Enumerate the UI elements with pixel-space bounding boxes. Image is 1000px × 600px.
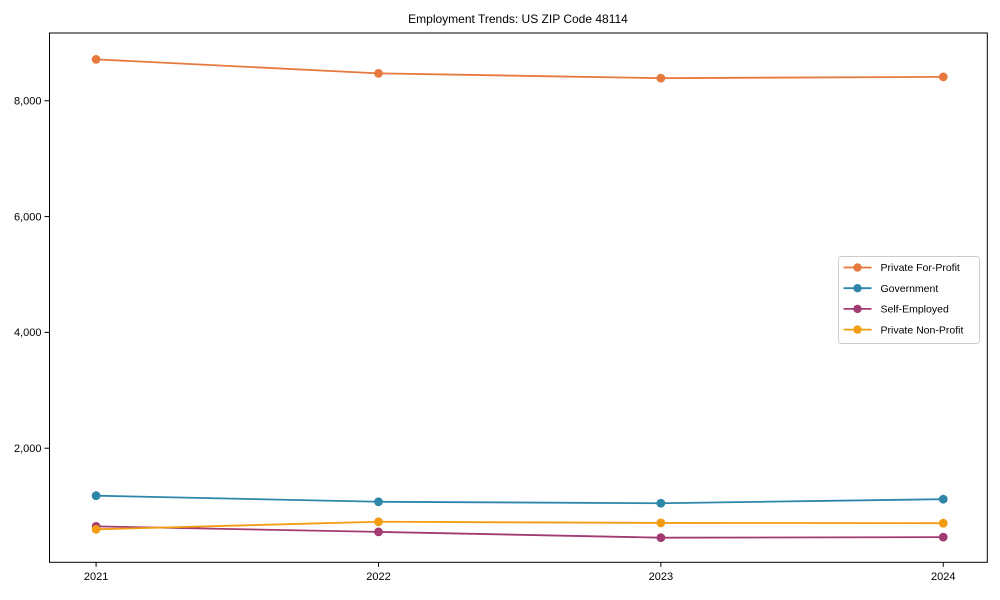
legend-item-private-non-profit: Private Non-Profit xyxy=(843,324,964,336)
y-tick-label: 6,000 xyxy=(14,211,42,223)
legend-label: Private For-Profit xyxy=(881,262,960,274)
data-point-private-for-profit xyxy=(91,54,101,64)
y-tick-label: 4,000 xyxy=(14,327,42,339)
legend-label: Government xyxy=(881,283,939,295)
data-point-self-employed xyxy=(656,533,666,543)
plot-area xyxy=(49,32,988,563)
legend: Private For-Profit Government Self-Employe… xyxy=(838,256,980,344)
x-tick-label: 2024 xyxy=(931,571,955,583)
y-tick-label: 2,000 xyxy=(14,443,42,455)
x-axis: 2021 2022 2023 2024 xyxy=(84,562,955,583)
legend-box xyxy=(838,256,980,344)
data-point-private-non-profit xyxy=(91,524,101,534)
data-point-private-for-profit xyxy=(374,68,383,78)
x-tick-label: 2022 xyxy=(366,571,390,583)
data-point-private-non-profit xyxy=(656,518,666,528)
legend-point-marker xyxy=(853,263,862,272)
legend-point-marker xyxy=(853,304,862,314)
x-tick-label: 2023 xyxy=(649,571,673,583)
y-tick-label: 8,000 xyxy=(14,96,42,108)
data-point-self-employed xyxy=(374,527,383,537)
data-point-government xyxy=(91,491,101,501)
legend-label: Self-Employed xyxy=(881,304,949,316)
series-line-government xyxy=(96,494,944,505)
series-line-self-employed xyxy=(96,525,944,539)
legend-point-marker xyxy=(853,325,862,334)
data-point-self-employed xyxy=(938,532,948,542)
chart-title: Employment Trends: US ZIP Code 48114 xyxy=(408,12,628,26)
data-point-government xyxy=(656,498,666,508)
y-axis: 2,000 4,000 6,000 8,000 xyxy=(14,96,50,455)
series-line-private-for-profit xyxy=(96,58,944,80)
legend-item-government: Government xyxy=(843,283,939,295)
legend-point-marker xyxy=(853,284,862,293)
legend-label: Private Non-Profit xyxy=(881,324,964,336)
legend-item-self-employed: Self-Employed xyxy=(843,304,949,316)
data-point-private-non-profit xyxy=(938,518,948,528)
data-point-private-for-profit xyxy=(656,73,666,83)
plot-series xyxy=(91,54,948,543)
x-tick-label: 2021 xyxy=(84,571,108,583)
plot-spines xyxy=(49,32,988,563)
data-point-government xyxy=(374,497,383,507)
data-point-government xyxy=(938,494,948,504)
legend-item-private-for-profit: Private For-Profit xyxy=(843,262,960,274)
data-point-private-non-profit xyxy=(374,517,383,527)
data-point-private-for-profit xyxy=(938,72,948,82)
series-line-private-non-profit xyxy=(96,520,944,531)
